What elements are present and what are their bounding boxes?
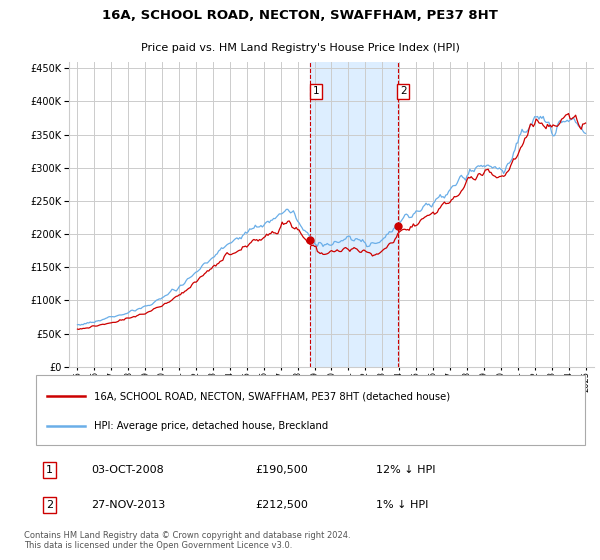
Bar: [310, 62, 398, 367]
Text: 2: 2: [46, 500, 53, 510]
Text: 12% ↓ HPI: 12% ↓ HPI: [376, 465, 436, 475]
Text: 03-OCT-2008: 03-OCT-2008: [91, 465, 164, 475]
Text: 2: 2: [400, 86, 407, 96]
Text: 16A, SCHOOL ROAD, NECTON, SWAFFHAM, PE37 8HT: 16A, SCHOOL ROAD, NECTON, SWAFFHAM, PE37…: [102, 10, 498, 22]
Text: 16A, SCHOOL ROAD, NECTON, SWAFFHAM, PE37 8HT (detached house): 16A, SCHOOL ROAD, NECTON, SWAFFHAM, PE37…: [94, 391, 450, 401]
Text: £212,500: £212,500: [256, 500, 308, 510]
Text: Contains HM Land Registry data © Crown copyright and database right 2024.
This d: Contains HM Land Registry data © Crown c…: [24, 531, 350, 550]
Text: 1: 1: [46, 465, 53, 475]
Text: HPI: Average price, detached house, Breckland: HPI: Average price, detached house, Brec…: [94, 421, 328, 431]
Text: Price paid vs. HM Land Registry's House Price Index (HPI): Price paid vs. HM Land Registry's House …: [140, 43, 460, 53]
Text: 1: 1: [313, 86, 319, 96]
Text: £190,500: £190,500: [256, 465, 308, 475]
FancyBboxPatch shape: [36, 375, 585, 445]
Text: 27-NOV-2013: 27-NOV-2013: [91, 500, 165, 510]
Text: 1% ↓ HPI: 1% ↓ HPI: [376, 500, 429, 510]
